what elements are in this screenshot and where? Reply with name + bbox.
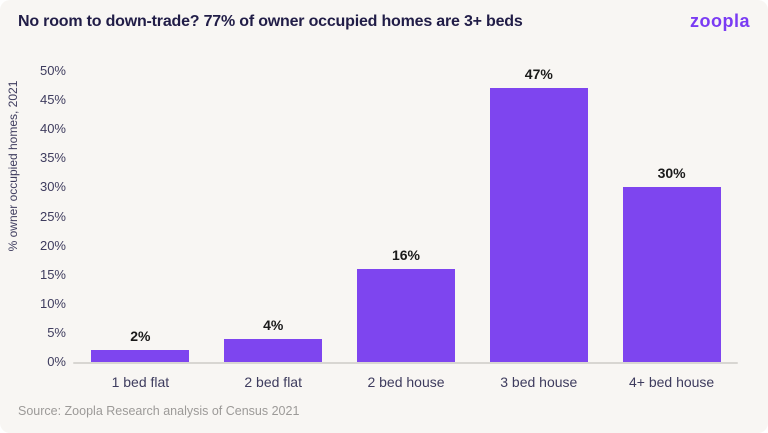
y-tick-label: 30% bbox=[39, 179, 66, 195]
y-tick-label: 5% bbox=[47, 324, 66, 340]
y-tick-label: 0% bbox=[47, 354, 66, 369]
x-category-label: 1 bed flat bbox=[111, 374, 170, 390]
x-category-label: 2 bed house bbox=[367, 374, 445, 390]
bar bbox=[622, 187, 721, 362]
y-tick-label: 20% bbox=[39, 237, 66, 253]
source-note: Source: Zoopla Research analysis of Cens… bbox=[18, 404, 300, 418]
bar-value-label: 30% bbox=[657, 165, 686, 182]
x-category-label: 4+ bed house bbox=[628, 374, 715, 390]
y-tick-label: 45% bbox=[39, 92, 66, 108]
bar bbox=[224, 338, 323, 362]
y-tick-label: 25% bbox=[39, 208, 66, 224]
y-tick-label: 35% bbox=[39, 150, 66, 166]
y-tick-label: 40% bbox=[39, 121, 66, 137]
bar bbox=[357, 268, 455, 362]
y-tick-label: 15% bbox=[39, 266, 66, 282]
zoopla-logo: zoopla bbox=[690, 11, 750, 31]
bar-value-label: 2% bbox=[130, 328, 151, 345]
y-tick-label: 50% bbox=[39, 63, 66, 78]
x-axis-line bbox=[73, 362, 738, 364]
chart-title: No room to down-trade? 77% of owner occu… bbox=[18, 13, 523, 30]
bar-value-label: 47% bbox=[524, 66, 553, 83]
bar-value-label: 4% bbox=[263, 316, 284, 333]
x-category-label: 3 bed house bbox=[500, 374, 578, 390]
y-tick-label: 10% bbox=[39, 295, 66, 311]
bar-value-label: 16% bbox=[391, 246, 421, 263]
bar bbox=[91, 350, 190, 362]
chart-header: No room to down-trade? 77% of owner occu… bbox=[18, 12, 750, 31]
x-category-label: 2 bed flat bbox=[244, 374, 302, 390]
bar bbox=[489, 88, 588, 362]
